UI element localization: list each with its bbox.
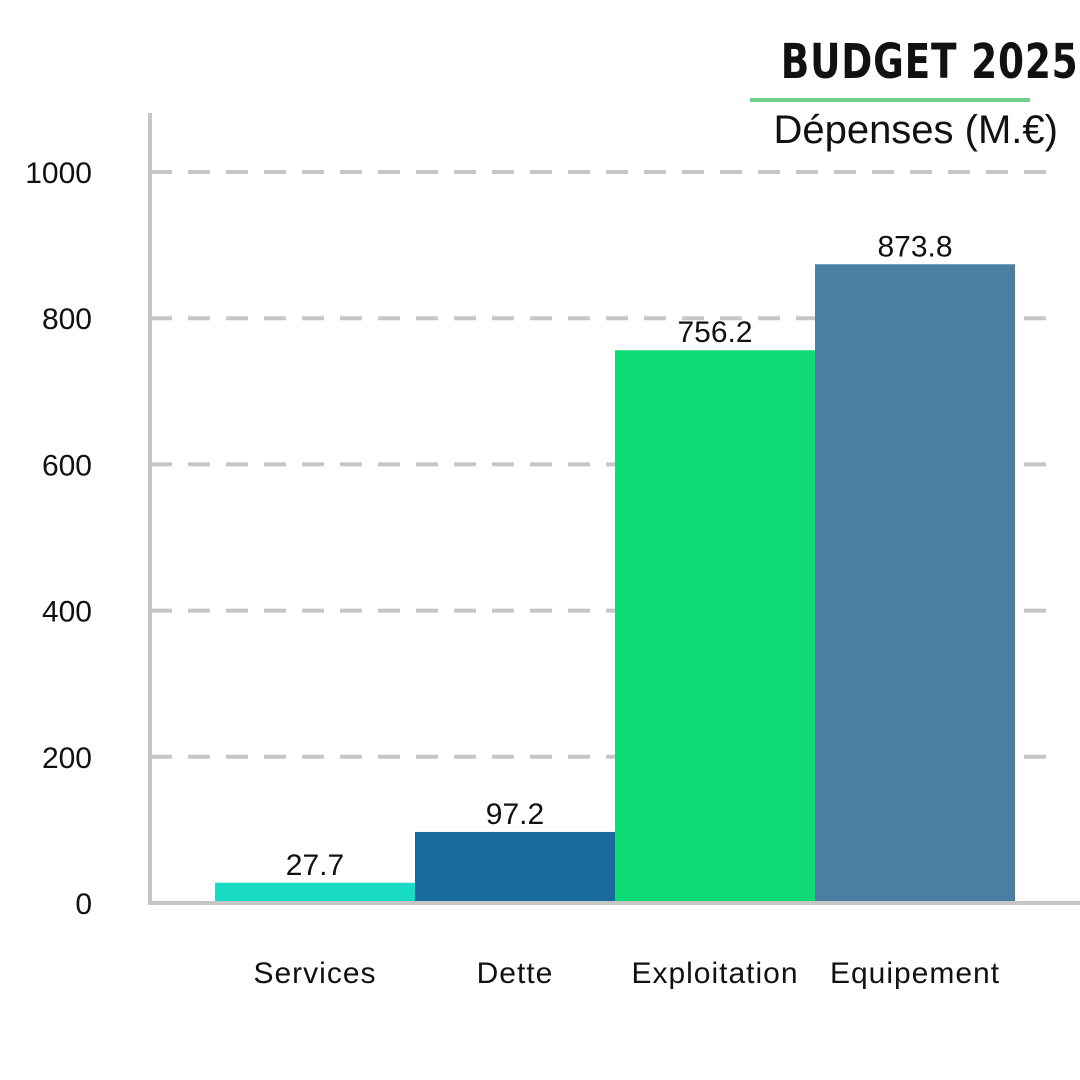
- labels: 0 200 400 600 800 1000 27.7 Services 97.2 Dette 75…: [25, 157, 1000, 990]
- bar: [415, 831, 615, 903]
- y-tick-label: 400: [42, 596, 92, 629]
- data-label: 873.8: [877, 230, 952, 263]
- x-tick-label: Equipement: [830, 957, 1000, 990]
- bar: [615, 350, 815, 904]
- chart-title-block: BUDGET 2025: [750, 30, 1078, 102]
- data-label: 27.7: [286, 849, 344, 882]
- bars: [215, 264, 1015, 904]
- y-tick-label: 0: [75, 888, 92, 921]
- chart-subtitle: Dépenses (M.€): [773, 108, 1058, 152]
- x-tick-label: Exploitation: [631, 957, 798, 990]
- x-tick-label: Dette: [477, 957, 554, 990]
- bar: [215, 882, 415, 903]
- y-tick-label: 1000: [25, 157, 92, 190]
- data-label: 97.2: [486, 798, 544, 831]
- y-tick-label: 800: [42, 303, 92, 336]
- x-tick-label: Services: [253, 957, 376, 990]
- y-tick-label: 200: [42, 742, 92, 775]
- title-underline: [750, 98, 1030, 102]
- y-tick-label: 600: [42, 449, 92, 482]
- bar: [815, 264, 1015, 903]
- axes: [148, 113, 1080, 905]
- data-label: 756.2: [677, 316, 752, 349]
